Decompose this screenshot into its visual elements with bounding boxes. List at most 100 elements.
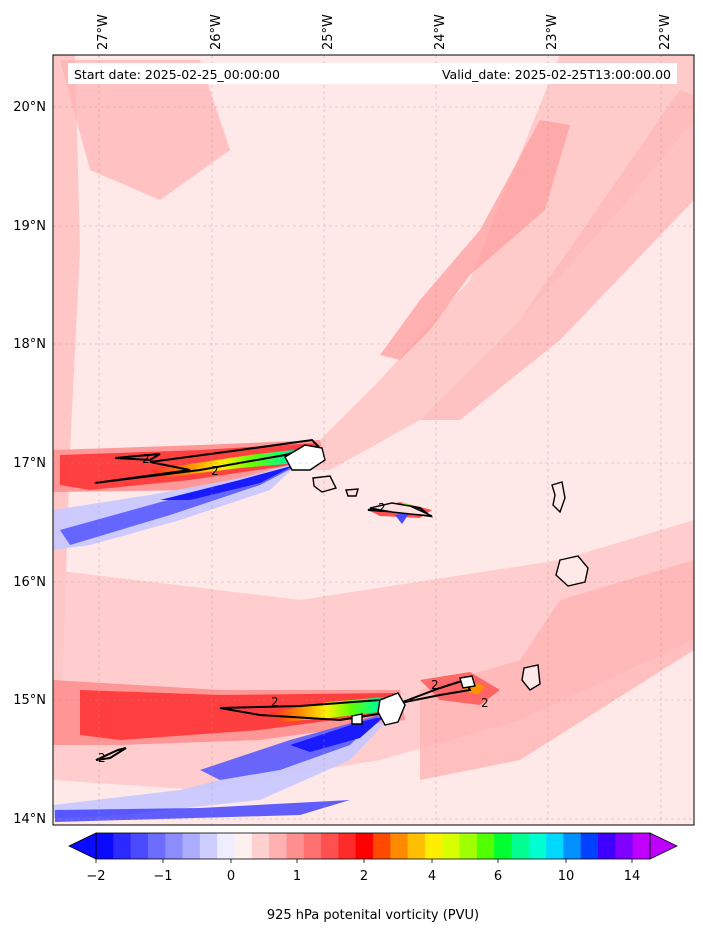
contour-label: 2 bbox=[142, 452, 150, 466]
lat-tick-label: 19°N bbox=[13, 219, 46, 234]
colorbar-swatch bbox=[390, 833, 409, 859]
colorbar-tick-label: 1 bbox=[293, 869, 301, 884]
pv-contour-upper bbox=[94, 438, 320, 484]
colorbar-swatch bbox=[615, 833, 634, 859]
colorbar-swatch bbox=[182, 833, 201, 859]
header-box bbox=[68, 63, 677, 84]
colorbar-tick-labels: −2 −1 0 1 2 4 6 10 14 bbox=[86, 869, 640, 884]
colorbar-swatch bbox=[459, 833, 478, 859]
lon-tick-label: 27°W bbox=[96, 14, 111, 50]
colorbar: −2 −1 0 1 2 4 6 10 14 925 hPa potenital … bbox=[68, 832, 678, 923]
island-sao-nicolau bbox=[369, 502, 433, 517]
lon-tick-label: 22°W bbox=[658, 14, 673, 50]
colorbar-swatch bbox=[373, 833, 391, 859]
colorbar-swatch bbox=[442, 833, 461, 859]
colorbar-swatch bbox=[217, 833, 235, 859]
colorbar-swatch bbox=[286, 833, 305, 859]
lat-tick-label: 15°N bbox=[13, 693, 46, 708]
lat-tick-label: 17°N bbox=[13, 456, 46, 471]
colorbar-swatch bbox=[528, 833, 547, 859]
start-date: Start date: 2025-02-25_00:00:00 bbox=[74, 67, 280, 82]
contour-label: 2 bbox=[271, 695, 279, 709]
island-maio bbox=[521, 664, 541, 691]
colorbar-swatch bbox=[321, 833, 339, 859]
island-fogo bbox=[351, 713, 363, 725]
colorbar-swatch bbox=[546, 833, 564, 859]
lon-tick-label: 23°W bbox=[545, 14, 560, 50]
valid-date: Valid_date: 2025-02-25T13:00:00.00 bbox=[442, 67, 671, 82]
colorbar-tick-label: 4 bbox=[428, 869, 436, 884]
date-header: Start date: 2025-02-25_00:00:00 Valid_da… bbox=[68, 63, 677, 84]
islands bbox=[284, 444, 589, 726]
colorbar-ticks bbox=[95, 859, 633, 863]
colorbar-extend-low bbox=[68, 832, 97, 860]
gridlines bbox=[53, 55, 694, 825]
colorbar-swatch bbox=[407, 833, 426, 859]
island-boa-vista bbox=[555, 555, 589, 587]
island-sal bbox=[551, 481, 566, 514]
lon-tick-label: 25°W bbox=[321, 14, 336, 50]
colorbar-swatch bbox=[580, 833, 599, 859]
contour-label: 2 bbox=[481, 696, 489, 710]
colorbar-swatch bbox=[424, 833, 443, 859]
colorbar-swatch bbox=[494, 833, 512, 859]
colorbar-tick-label: −2 bbox=[86, 869, 105, 884]
latitude-labels: 20°N 19°N 18°N 17°N 16°N 15°N 14°N bbox=[13, 100, 46, 827]
island-sao-vicente bbox=[312, 475, 338, 493]
colorbar-swatch bbox=[234, 833, 253, 859]
colorbar-swatches bbox=[96, 833, 651, 859]
pv-contour-upper-left bbox=[114, 453, 161, 462]
contour-label: 2 bbox=[98, 751, 106, 765]
colorbar-swatch bbox=[563, 833, 582, 859]
colorbar-tick-label: −1 bbox=[153, 869, 172, 884]
colorbar-swatch bbox=[113, 833, 132, 859]
colorbar-swatch bbox=[303, 833, 322, 859]
colorbar-swatch bbox=[199, 833, 218, 859]
colorbar-tick-label: 6 bbox=[494, 869, 502, 884]
colorbar-swatch bbox=[476, 833, 495, 859]
lat-tick-label: 14°N bbox=[13, 812, 46, 827]
contour-label: 2 bbox=[378, 501, 386, 515]
lower-wake bbox=[53, 672, 500, 822]
lat-tick-label: 16°N bbox=[13, 575, 46, 590]
colorbar-swatch bbox=[96, 833, 114, 859]
map-frame bbox=[52, 54, 695, 826]
colorbar-swatch bbox=[251, 833, 270, 859]
colorbar-extend-high bbox=[649, 832, 678, 860]
lon-tick-label: 24°W bbox=[433, 14, 448, 50]
pv-diagonal-band-core bbox=[380, 120, 570, 360]
pv-lower-right-wake bbox=[420, 560, 694, 780]
contour-labels: 2 2 2 2 2 2 2 bbox=[98, 452, 489, 765]
colorbar-swatch bbox=[147, 833, 166, 859]
island-brava bbox=[459, 675, 476, 689]
colorbar-tick-label: 2 bbox=[360, 869, 368, 884]
colorbar-swatch bbox=[355, 833, 374, 859]
lon-tick-label: 26°W bbox=[209, 14, 224, 50]
island-santiago bbox=[377, 692, 406, 726]
longitude-labels: 27°W 26°W 25°W 24°W 23°W 22°W bbox=[96, 14, 673, 50]
colorbar-swatch bbox=[598, 833, 616, 859]
pv-diagonal-band-2 bbox=[420, 90, 694, 420]
colorbar-tick-label: 0 bbox=[227, 869, 235, 884]
island-santa-luzia bbox=[345, 488, 359, 497]
colorbar-tick-label: 10 bbox=[558, 869, 575, 884]
colorbar-swatch bbox=[269, 833, 287, 859]
map-panel: 2 2 2 2 2 2 2 Start date: 2025-02-25_00:… bbox=[53, 55, 694, 825]
contour-label: 2 bbox=[431, 678, 439, 692]
colorbar-swatch bbox=[165, 833, 184, 859]
colorbar-frame bbox=[95, 832, 651, 860]
colorbar-swatch bbox=[632, 833, 651, 859]
pv-top-left-patch bbox=[60, 60, 230, 200]
colorbar-label: 925 hPa potenital vorticity (PVU) bbox=[267, 908, 479, 923]
pv-contour-lower-left bbox=[95, 747, 127, 761]
colorbar-tick-label: 14 bbox=[624, 869, 641, 884]
island-santo-antao bbox=[284, 444, 326, 471]
contour-label: 2 bbox=[211, 464, 219, 478]
lat-tick-label: 18°N bbox=[13, 337, 46, 352]
lat-tick-label: 20°N bbox=[13, 100, 46, 115]
pv-diagonal-band bbox=[290, 55, 694, 470]
colorbar-swatch bbox=[130, 833, 149, 859]
colorbar-swatch bbox=[338, 833, 357, 859]
colorbar-swatch bbox=[511, 833, 530, 859]
